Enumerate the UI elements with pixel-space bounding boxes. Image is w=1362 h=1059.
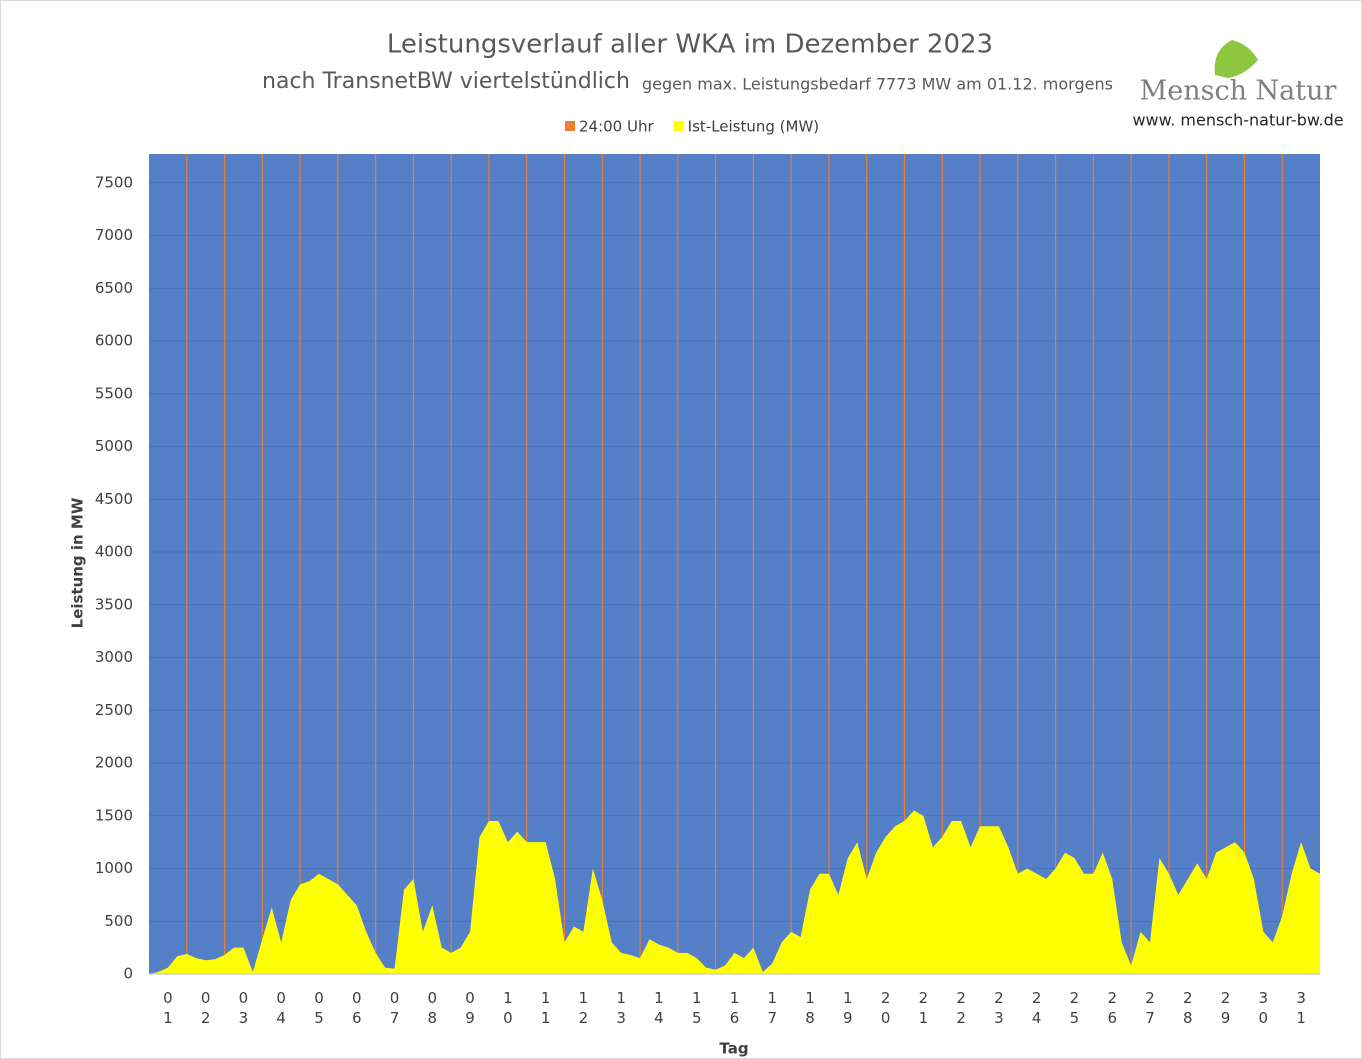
x-tick-label: 28 bbox=[1183, 989, 1193, 1027]
x-tick-label: 18 bbox=[805, 989, 815, 1027]
x-tick-label: 05 bbox=[314, 989, 324, 1027]
legend-swatch bbox=[673, 121, 684, 131]
legend-label: Ist-Leistung (MW) bbox=[688, 118, 820, 136]
legend-label: 24:00 Uhr bbox=[579, 118, 654, 136]
x-tick-label: 23 bbox=[994, 989, 1004, 1027]
y-tick-label: 7500 bbox=[95, 173, 133, 191]
x-axis-label: Tag bbox=[719, 1040, 748, 1058]
x-tick-label: 15 bbox=[691, 989, 702, 1027]
x-tick-label: 12 bbox=[578, 989, 589, 1027]
y-tick-label: 0 bbox=[123, 965, 133, 983]
x-tick-label: 29 bbox=[1220, 989, 1231, 1027]
x-tick-label: 24 bbox=[1031, 989, 1042, 1027]
y-tick-label: 1000 bbox=[95, 859, 133, 877]
logo-text: Mensch Natur bbox=[1140, 76, 1337, 107]
x-tick-label: 06 bbox=[351, 989, 362, 1027]
y-tick-label: 3500 bbox=[95, 595, 133, 613]
y-tick-label: 3000 bbox=[95, 648, 133, 666]
x-tick-label: 30 bbox=[1258, 989, 1269, 1027]
x-tick-label: 16 bbox=[729, 989, 740, 1027]
logo-leaf bbox=[1214, 40, 1258, 78]
x-tick-label: 20 bbox=[880, 989, 891, 1027]
y-tick-label: 1500 bbox=[95, 806, 133, 824]
x-tick-label: 21 bbox=[918, 989, 929, 1027]
y-tick-label: 2000 bbox=[95, 754, 133, 772]
x-tick-label: 13 bbox=[616, 989, 626, 1027]
x-tick-label: 27 bbox=[1145, 989, 1155, 1027]
x-tick-label: 04 bbox=[276, 989, 286, 1027]
y-tick-label: 6500 bbox=[95, 279, 133, 297]
y-tick-label: 2500 bbox=[95, 701, 133, 719]
x-tick-label: 25 bbox=[1069, 989, 1080, 1027]
legend-swatch bbox=[565, 121, 575, 131]
y-tick-label: 7000 bbox=[95, 226, 133, 244]
x-tick-label: 14 bbox=[654, 989, 664, 1027]
y-tick-label: 500 bbox=[104, 912, 133, 930]
x-tick-label: 11 bbox=[540, 989, 551, 1027]
area bbox=[149, 810, 1320, 974]
chart-subtitle: nach TransnetBW viertelstündlich bbox=[262, 69, 630, 94]
x-tick-label: 22 bbox=[956, 989, 966, 1027]
x-tick-label: 03 bbox=[238, 989, 249, 1027]
x-tick-label: 02 bbox=[200, 989, 211, 1027]
x-tick-label: 17 bbox=[767, 989, 778, 1027]
x-tick-label: 07 bbox=[389, 989, 400, 1027]
x-tick-label: 26 bbox=[1107, 989, 1117, 1027]
y-tick-label: 6000 bbox=[95, 332, 133, 350]
y-axis-label: Leistung in MW bbox=[69, 497, 87, 628]
x-tick-label: 10 bbox=[503, 989, 513, 1027]
x-tick-label: 01 bbox=[163, 989, 173, 1027]
x-tick-label: 31 bbox=[1296, 989, 1306, 1027]
x-tick-label: 19 bbox=[843, 989, 853, 1027]
chart-title: Leistungsverlauf aller WKA im Dezember 2… bbox=[387, 30, 993, 60]
y-tick-label: 5500 bbox=[95, 384, 133, 402]
y-tick-label: 4500 bbox=[95, 490, 133, 508]
website: www. mensch-natur-bw.de bbox=[1132, 111, 1343, 130]
x-tick-label: 08 bbox=[427, 989, 438, 1027]
y-tick-label: 4000 bbox=[95, 543, 133, 561]
y-tick-label: 5000 bbox=[95, 437, 133, 455]
x-tick-label: 09 bbox=[465, 989, 475, 1027]
plot-area bbox=[149, 154, 1320, 974]
subtitle-note: gegen max. Leistungsbedarf 7773 MW am 01… bbox=[642, 75, 1113, 94]
